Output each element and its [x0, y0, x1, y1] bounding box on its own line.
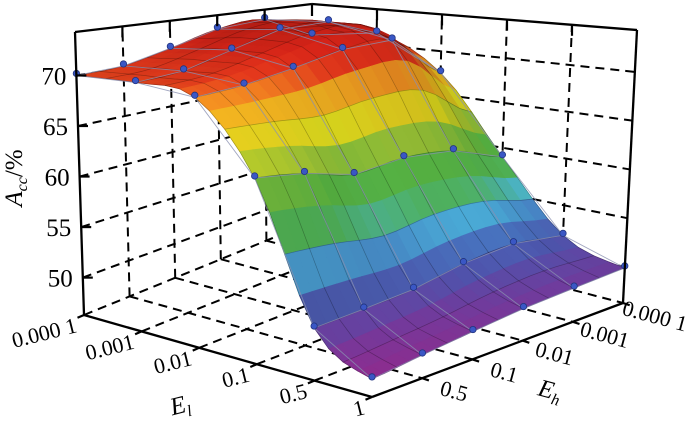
data-point [469, 325, 477, 334]
data-point [310, 322, 318, 330]
data-point [324, 16, 333, 24]
data-point [251, 172, 259, 180]
data-point [418, 349, 426, 357]
data-point [131, 76, 140, 85]
data-point [459, 258, 468, 266]
data-point [437, 67, 445, 75]
el-tick-label: 0.1 [219, 362, 252, 393]
data-point [368, 373, 376, 381]
el-tick-label: 0.001 [83, 329, 137, 365]
el-axis-title: El [166, 390, 194, 424]
data-point [339, 43, 347, 52]
data-point [388, 34, 396, 42]
eh-tick-label: 0.5 [438, 375, 471, 406]
data-point [559, 229, 567, 237]
box-edges [73, 2, 639, 399]
el-tick-label: 0.5 [277, 378, 310, 409]
axis-tick-marks [76, 4, 631, 401]
data-point [509, 238, 518, 246]
el-tick-label: 1 [350, 395, 367, 422]
el-tick-label: 0.000 1 [9, 313, 79, 353]
eh-axis-title: Eh [533, 374, 564, 409]
data-point [519, 302, 528, 311]
data-point [449, 145, 457, 153]
surface-mesh [76, 19, 626, 380]
data-point [191, 91, 199, 99]
data-point [240, 79, 248, 87]
data-point [498, 151, 507, 159]
z-tick-label: 60 [45, 165, 70, 192]
data-point [180, 65, 188, 73]
data-point [570, 282, 578, 290]
z-tick-label: 50 [48, 266, 73, 293]
data-point [409, 283, 418, 291]
data-point [308, 29, 316, 37]
data-point [166, 42, 174, 50]
data-point [373, 27, 381, 35]
data-point [350, 168, 358, 177]
scatter-points [72, 13, 629, 381]
el-tick-label: 0.01 [151, 345, 194, 379]
data-point [119, 60, 128, 68]
data-point [228, 44, 236, 52]
z-tick-label: 70 [41, 63, 66, 90]
eh-tick-label: 0.1 [488, 357, 521, 388]
eh-tick-label: 0.001 [578, 316, 632, 353]
z-tick-label: 65 [43, 114, 68, 141]
data-point [276, 23, 284, 32]
data-point [360, 303, 368, 311]
data-point [300, 167, 309, 176]
data-point [289, 62, 297, 70]
z-tick-label: 55 [46, 215, 71, 242]
eh-tick-label: 0.01 [533, 336, 577, 370]
data-wireframe [76, 19, 626, 380]
data-point [400, 152, 408, 160]
z-axis-title: Acc/% [1, 149, 31, 208]
